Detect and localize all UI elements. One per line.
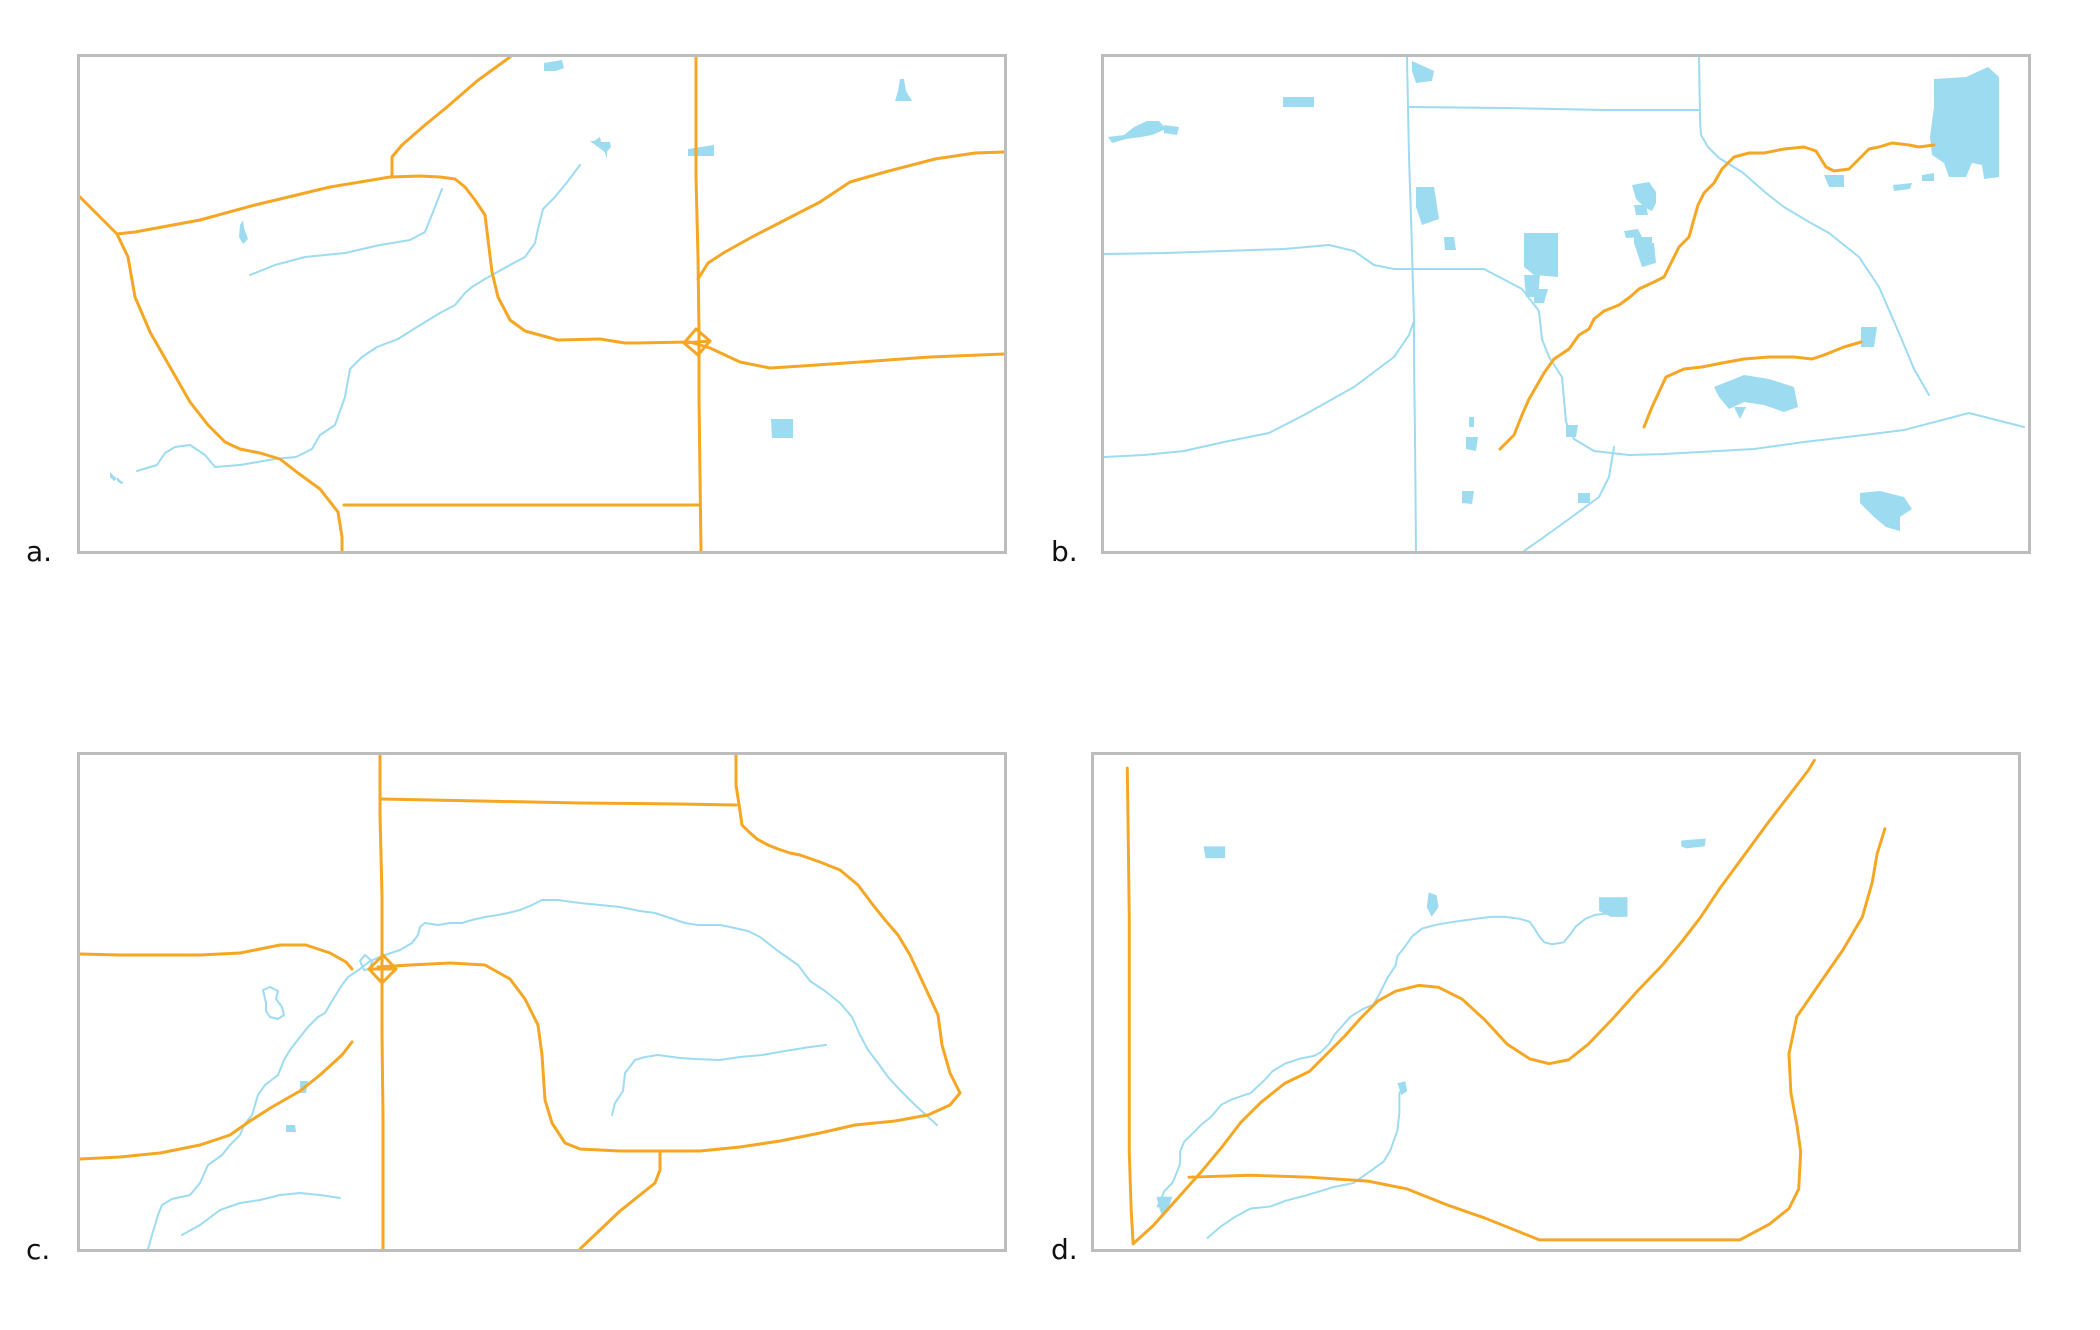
panel-label-d: d. — [1051, 1233, 1078, 1266]
pond — [1444, 237, 1456, 250]
stream — [147, 1016, 319, 1249]
road — [80, 174, 627, 345]
interchange — [682, 327, 712, 357]
water-layer-d — [1156, 838, 1706, 1239]
water-layer-c — [147, 899, 938, 1249]
pond — [1922, 173, 1934, 181]
pond — [602, 143, 607, 159]
road-layer-c — [80, 755, 962, 1249]
pond — [1860, 491, 1912, 531]
water-layer-a — [110, 60, 912, 484]
pond — [1861, 327, 1877, 347]
water-layer-b — [1104, 57, 2025, 551]
pond — [110, 472, 117, 481]
map-canvas-d — [1125, 758, 1887, 1246]
road — [115, 232, 344, 551]
panel-label-b: b. — [1051, 535, 1078, 568]
stream — [1206, 1087, 1405, 1239]
map-canvas-b — [1104, 57, 2025, 551]
map-panel-c — [77, 752, 1007, 1252]
pond — [1203, 846, 1226, 859]
pond — [1632, 182, 1656, 211]
road — [378, 755, 385, 1249]
road-layer-d — [1125, 758, 1887, 1246]
pond — [1734, 407, 1746, 419]
pond — [1156, 1196, 1173, 1217]
stream — [1408, 106, 1700, 111]
road — [1187, 827, 1887, 1242]
pond — [1681, 838, 1706, 849]
map-panel-d — [1091, 752, 2021, 1252]
pond — [1599, 897, 1628, 917]
stream — [1156, 911, 1612, 1208]
stream — [1523, 446, 1615, 551]
road — [578, 1149, 662, 1249]
road-layer-b — [1498, 141, 1936, 451]
pond — [117, 477, 124, 484]
stream — [1698, 57, 1930, 396]
road — [376, 755, 962, 1153]
pond — [544, 60, 564, 71]
pond — [1634, 205, 1648, 215]
stream — [1413, 320, 1417, 551]
panel-label-a: a. — [26, 535, 53, 568]
road — [1131, 758, 1816, 1246]
pond — [1714, 375, 1798, 412]
pond — [1930, 67, 1999, 179]
panel-label-c: c. — [26, 1233, 51, 1266]
road — [696, 150, 1004, 281]
map-canvas-c — [80, 755, 962, 1249]
stream — [1406, 57, 1415, 322]
road — [380, 797, 738, 807]
interchange — [367, 953, 398, 985]
pond — [1397, 1081, 1408, 1095]
road — [80, 943, 354, 971]
road — [1125, 766, 1135, 1246]
pond — [771, 419, 793, 438]
road-layer-a — [80, 57, 1004, 551]
road — [80, 1040, 354, 1161]
pond — [1624, 229, 1642, 238]
pond — [1578, 493, 1590, 503]
pond — [1524, 233, 1558, 277]
road — [1642, 340, 1863, 429]
pond — [688, 145, 714, 156]
pond — [1108, 121, 1166, 143]
pond — [1824, 175, 1844, 187]
map-panel-b — [1101, 54, 2031, 554]
pond — [1634, 243, 1656, 267]
pond — [1416, 187, 1439, 225]
pond — [239, 220, 248, 244]
pond — [895, 79, 912, 101]
pond — [1469, 417, 1474, 427]
pond — [1893, 183, 1912, 191]
stream — [1104, 320, 1415, 458]
road — [623, 340, 1004, 370]
pond — [286, 1125, 296, 1132]
stream — [136, 164, 581, 472]
pond — [1466, 437, 1478, 451]
stream — [611, 1044, 827, 1116]
stream — [1104, 244, 2025, 456]
road — [694, 57, 703, 551]
pond — [1566, 425, 1578, 437]
pond — [1283, 97, 1314, 107]
stream — [262, 986, 285, 1020]
pond — [1534, 289, 1548, 303]
stream — [181, 1192, 341, 1236]
map-panel-a — [77, 54, 1007, 554]
pond — [1412, 61, 1434, 83]
map-canvas-a — [80, 57, 1004, 551]
road — [1498, 141, 1936, 451]
pond — [1164, 125, 1179, 135]
road — [390, 57, 512, 179]
pond — [590, 137, 611, 153]
pond — [1426, 892, 1439, 917]
stream — [249, 188, 443, 276]
pond — [1462, 491, 1474, 504]
stream — [317, 899, 938, 1126]
